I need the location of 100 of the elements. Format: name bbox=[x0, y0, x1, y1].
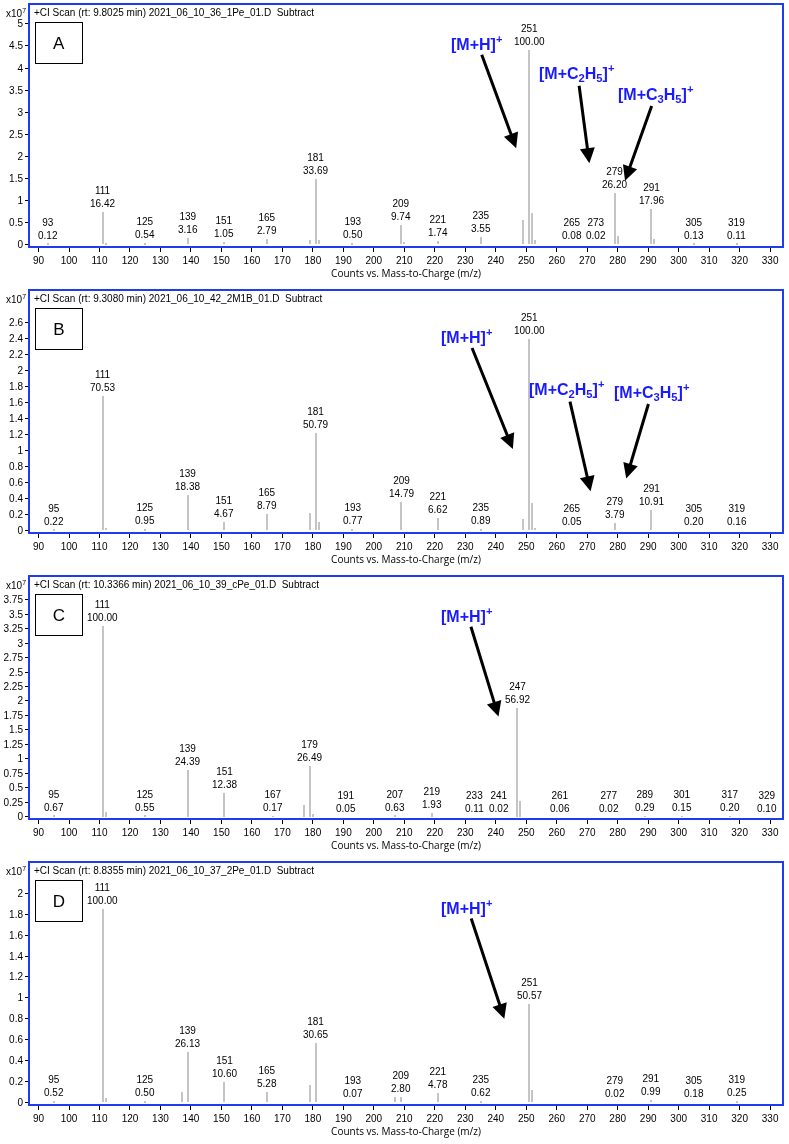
x-tick-label: 140 bbox=[182, 1113, 200, 1124]
x-tick-label: 300 bbox=[670, 1113, 688, 1124]
y-tick-label: 2.5 bbox=[9, 128, 24, 140]
annotation: 111 16.42 bbox=[90, 185, 116, 209]
x-tick-label: 310 bbox=[700, 541, 718, 552]
annotation: [M+H]$^{+}$ bbox=[441, 326, 493, 346]
x-tick-label: 190 bbox=[335, 827, 353, 838]
annotation: 277 0.02 bbox=[599, 790, 619, 814]
bar bbox=[102, 396, 104, 530]
y-tick-label: 2.25 bbox=[3, 680, 24, 692]
y-tick-label: 5 bbox=[17, 18, 24, 30]
annotation: 193 0.77 bbox=[343, 502, 363, 526]
annotation: 235 0.89 bbox=[471, 502, 491, 526]
x-tick-label: 250 bbox=[517, 541, 536, 552]
annotation: 261 0.06 bbox=[550, 790, 570, 814]
annotation: 165 2.79 bbox=[257, 212, 277, 236]
bar bbox=[102, 909, 104, 1102]
x-tick-label: 320 bbox=[731, 827, 749, 838]
annotation: 209 9.74 bbox=[391, 198, 411, 222]
y-tick-label: 0 bbox=[17, 1096, 24, 1108]
bar bbox=[187, 1052, 189, 1102]
bar bbox=[650, 209, 652, 244]
x-tick-label: 240 bbox=[487, 1113, 505, 1124]
x-tick-label: 220 bbox=[426, 1113, 444, 1124]
y-tick-label: 2 bbox=[17, 887, 24, 899]
chart-title: +CI Scan (rt: 8.8355 min) 2021_06_10_37_2Pe_01.D Subtract bbox=[34, 865, 315, 876]
annotation: 219 1.93 bbox=[422, 786, 442, 810]
y-tick-label: 3.5 bbox=[9, 608, 24, 620]
x-tick-label: 170 bbox=[274, 255, 292, 266]
annotation: 241 0.02 bbox=[489, 790, 509, 814]
bar bbox=[394, 1097, 396, 1102]
x-tick-label: 330 bbox=[761, 255, 779, 266]
annotation: 139 18.38 bbox=[175, 468, 201, 492]
bar bbox=[437, 1093, 439, 1102]
y-axis-title: x10$^{7}$ bbox=[6, 7, 27, 20]
bar bbox=[309, 513, 311, 530]
x-tick-label: 150 bbox=[213, 541, 231, 552]
x-tick-label: 100 bbox=[60, 541, 78, 552]
bar bbox=[266, 239, 268, 244]
annotation: [M+H]$^{+}$ bbox=[441, 605, 493, 625]
x-tick-label: 90 bbox=[32, 541, 45, 552]
annotation: 291 10.91 bbox=[639, 483, 665, 507]
y-tick-label: 0 bbox=[17, 238, 24, 250]
x-tick-label: 110 bbox=[91, 255, 108, 266]
annotation: 247 56.92 bbox=[505, 681, 531, 705]
y-tick-label: 2.6 bbox=[9, 317, 24, 329]
annotation: 181 30.65 bbox=[303, 1016, 329, 1040]
x-tick-label: 280 bbox=[609, 827, 627, 838]
annotation: 191 0.05 bbox=[336, 790, 356, 814]
bar bbox=[309, 1085, 311, 1102]
x-tick-label: 120 bbox=[121, 255, 139, 266]
y-tick-label: 3 bbox=[17, 106, 24, 118]
y-tick-label: 0.75 bbox=[3, 767, 24, 779]
x-tick-label: 210 bbox=[395, 541, 414, 552]
x-tick-label: 260 bbox=[548, 1113, 566, 1124]
x-tick-label: 330 bbox=[761, 1113, 779, 1124]
x-tick-label: 110 bbox=[91, 541, 108, 552]
annotation: 291 0.99 bbox=[641, 1073, 661, 1097]
x-axis-title: Counts vs. Mass-to-Charge (m/z) bbox=[331, 552, 481, 566]
x-tick-label: 210 bbox=[395, 255, 414, 266]
annotation: 193 0.07 bbox=[343, 1075, 363, 1099]
x-tick-label: 320 bbox=[731, 541, 749, 552]
bar bbox=[309, 766, 311, 817]
annotation: 209 14.79 bbox=[389, 475, 415, 499]
x-tick-label: 290 bbox=[639, 827, 657, 838]
x-axis-title: Counts vs. Mass-to-Charge (m/z) bbox=[331, 838, 481, 852]
bar bbox=[400, 1097, 402, 1102]
x-tick-label: 110 bbox=[91, 1113, 108, 1124]
annotation: 165 8.79 bbox=[257, 487, 277, 511]
y-tick-label: 1 bbox=[17, 194, 24, 206]
y-tick-label: 1.8 bbox=[9, 908, 24, 920]
x-tick-label: 200 bbox=[365, 1113, 383, 1124]
x-tick-label: 260 bbox=[548, 827, 566, 838]
y-tick-label: 1.75 bbox=[3, 709, 24, 721]
x-tick-label: 200 bbox=[365, 255, 383, 266]
annotation: 233 0.11 bbox=[465, 790, 485, 814]
annotation: B bbox=[53, 319, 65, 339]
chart-title: +CI Scan (rt: 9.3080 min) 2021_06_10_42_2M1B_01.D Subtract bbox=[34, 293, 323, 304]
annotation: 301 0.15 bbox=[672, 789, 692, 813]
y-tick-label: 0.6 bbox=[9, 1034, 24, 1046]
bar bbox=[315, 433, 317, 530]
annotation: A bbox=[53, 33, 65, 53]
annotation: 125 0.95 bbox=[135, 502, 155, 526]
annotation: [M+C$_{3}$H$_{5}$]$^{+}$ bbox=[614, 381, 690, 404]
y-tick-label: 1.6 bbox=[9, 397, 24, 409]
bar bbox=[303, 805, 305, 817]
y-tick-label: 2.2 bbox=[9, 349, 24, 361]
annotation: 139 26.13 bbox=[175, 1025, 201, 1049]
bar bbox=[400, 502, 402, 530]
bar bbox=[315, 179, 317, 244]
y-tick-label: 1.4 bbox=[9, 950, 24, 962]
x-tick-label: 310 bbox=[700, 827, 718, 838]
annotation: 167 0.17 bbox=[263, 789, 283, 813]
annotation: 125 0.54 bbox=[135, 216, 155, 240]
x-tick-label: 130 bbox=[152, 541, 170, 552]
annotation: 279 3.79 bbox=[605, 496, 625, 520]
y-tick-label: 4 bbox=[17, 62, 24, 74]
bar bbox=[309, 240, 311, 244]
bar bbox=[528, 1004, 530, 1102]
y-tick-label: 0.8 bbox=[9, 461, 24, 473]
